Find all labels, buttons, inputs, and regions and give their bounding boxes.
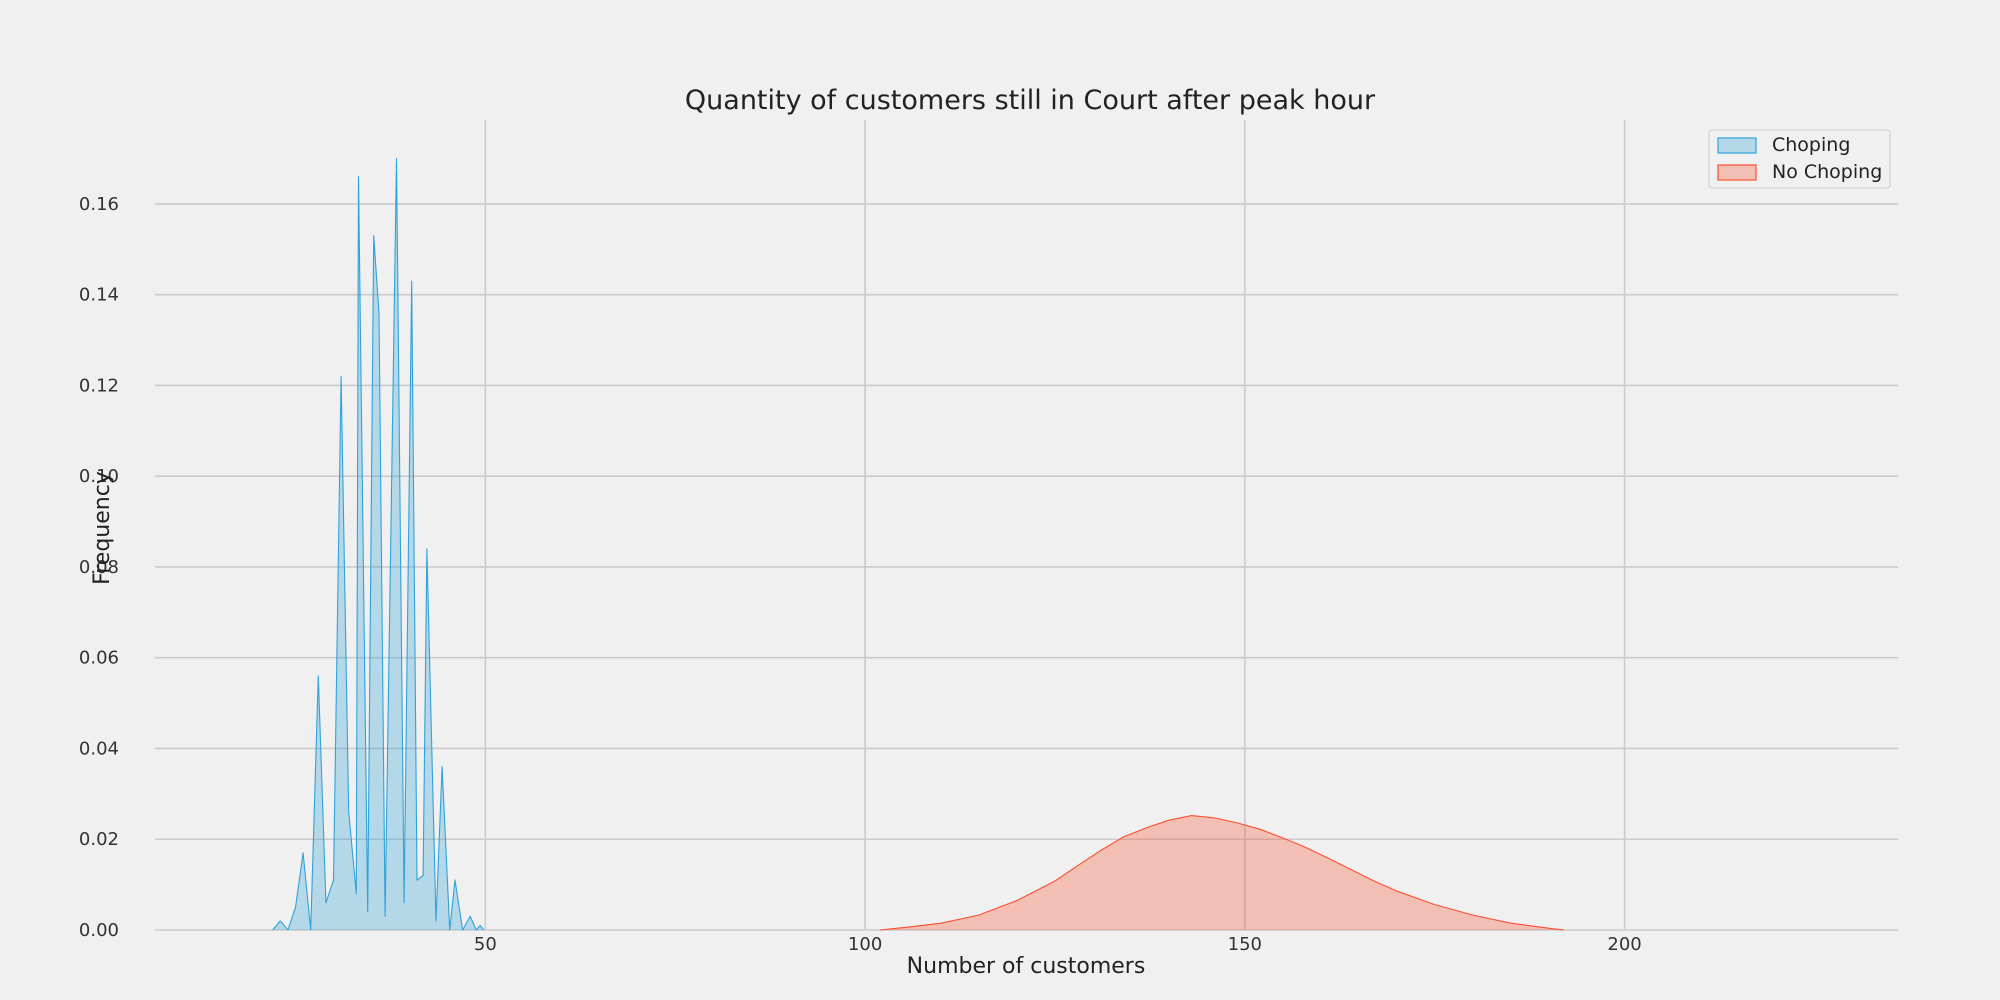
series-line-choping xyxy=(272,158,485,931)
tick-layer: 0.00 0.02 0.04 0.06 0.08 0.10 0.12 0.14 0.16 50 10… xyxy=(79,194,1642,955)
legend-swatch-choping xyxy=(1717,137,1757,154)
y-tick-label: 0.06 xyxy=(79,648,119,669)
series-line-no-choping xyxy=(880,815,1564,931)
y-tick-label: 0.00 xyxy=(79,920,119,941)
y-tick-label: 0.02 xyxy=(79,829,119,850)
x-tick-label: 50 xyxy=(474,934,497,955)
series-layer xyxy=(272,158,1564,931)
y-tick-label: 0.04 xyxy=(79,738,119,759)
legend: Choping No Choping xyxy=(1708,129,1891,189)
y-tick-label: 0.12 xyxy=(79,375,119,396)
x-tick-label: 100 xyxy=(848,934,882,955)
legend-box xyxy=(1708,129,1891,189)
y-tick-label: 0.14 xyxy=(79,285,119,306)
y-axis-label: Frequency xyxy=(90,471,115,585)
legend-swatch-no-choping xyxy=(1717,164,1757,181)
y-tick-label: 0.10 xyxy=(79,466,119,487)
legend-label-choping: Choping xyxy=(1772,134,1850,156)
x-axis-label: Number of customers xyxy=(907,954,1146,979)
chart-title: Quantity of customers still in Court aft… xyxy=(685,85,1376,116)
y-tick-label: 0.08 xyxy=(79,557,119,578)
series-area-no-choping xyxy=(880,815,1564,930)
y-tick-label: 0.16 xyxy=(79,194,119,215)
x-tick-label: 200 xyxy=(1607,934,1641,955)
legend-label-no-choping: No Choping xyxy=(1772,161,1882,183)
x-tick-label: 150 xyxy=(1228,934,1262,955)
grid-layer xyxy=(155,120,1898,931)
